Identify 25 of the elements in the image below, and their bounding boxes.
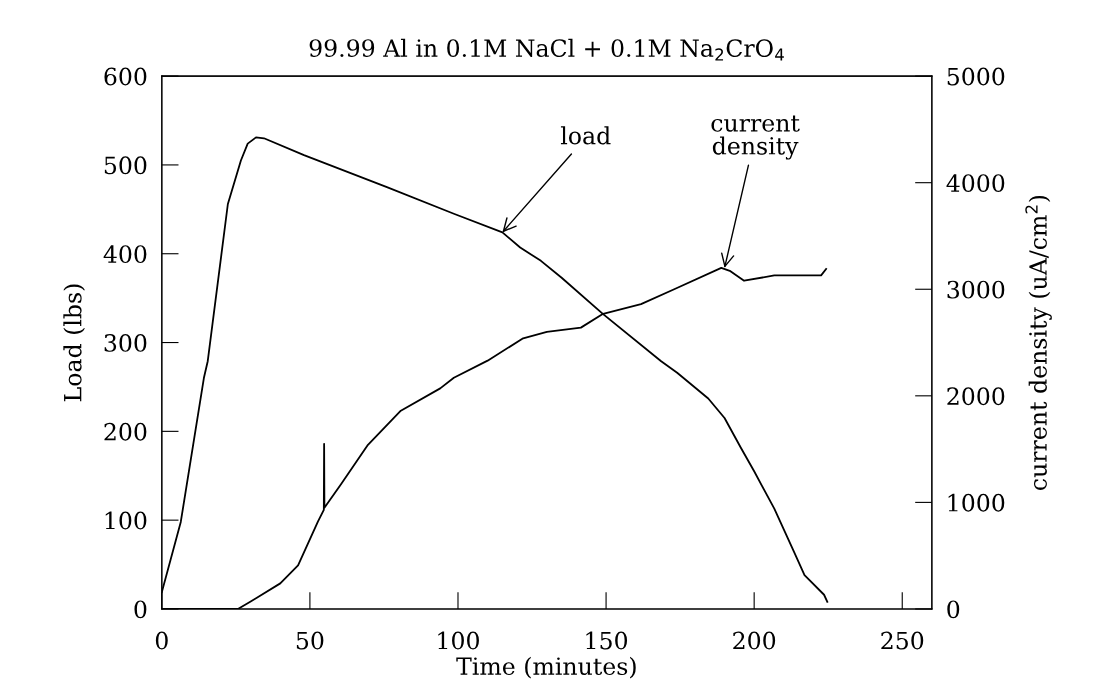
y2-tick-label: 5000 — [947, 67, 1005, 86]
y-tick-label: 600 — [104, 67, 147, 86]
x-axis-title: Time (minutes) — [456, 656, 636, 679]
y-tick-label: 0 — [134, 600, 147, 619]
x-tick-label: 200 — [733, 631, 776, 650]
y2-tick-label: 1000 — [948, 493, 1005, 512]
y-tick-label: 200 — [104, 422, 147, 441]
x-tick-label: 150 — [586, 631, 628, 650]
x-tick-label: 100 — [438, 631, 479, 650]
y-tick-label: 100 — [105, 511, 147, 530]
annotation: load — [560, 126, 611, 145]
x-tick-label: 0 — [155, 631, 168, 650]
chart-title: 99.99 Al in 0.1M NaCl + 0.1M Na$_{2}$CrO$_{4}$ — [309, 38, 784, 61]
y2-axis-title: current density (uA/cm$^{2}$) — [1025, 195, 1052, 490]
y-tick-label: 400 — [103, 245, 147, 264]
y2-tick-label: 3000 — [947, 280, 1005, 299]
y2-tick-label: 2000 — [947, 387, 1005, 406]
y2-tick-label: 0 — [947, 600, 960, 619]
y-axis-title: Load (lbs) — [63, 284, 85, 402]
y2-tick-label: 4000 — [946, 174, 1005, 192]
y-tick-label: 300 — [104, 333, 147, 352]
annotation: current density — [711, 115, 800, 160]
x-tick-label: 250 — [881, 631, 924, 650]
y-tick-label: 500 — [104, 156, 147, 175]
x-tick-label: 50 — [296, 631, 324, 650]
